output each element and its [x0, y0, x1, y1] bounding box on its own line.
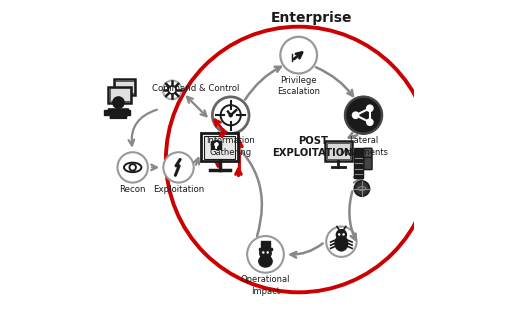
Circle shape — [343, 233, 345, 236]
Circle shape — [113, 97, 124, 108]
Circle shape — [260, 248, 271, 259]
FancyBboxPatch shape — [364, 157, 372, 170]
Text: Enterprise: Enterprise — [270, 11, 352, 25]
Circle shape — [163, 152, 194, 182]
Ellipse shape — [259, 256, 272, 267]
FancyBboxPatch shape — [354, 148, 363, 178]
Circle shape — [266, 251, 269, 254]
Circle shape — [212, 97, 249, 134]
FancyBboxPatch shape — [364, 148, 372, 157]
Circle shape — [117, 152, 148, 182]
FancyBboxPatch shape — [114, 79, 135, 95]
Ellipse shape — [124, 163, 141, 172]
FancyBboxPatch shape — [327, 143, 350, 159]
Circle shape — [345, 97, 382, 134]
Circle shape — [163, 80, 182, 100]
Polygon shape — [104, 110, 109, 115]
Polygon shape — [109, 109, 129, 118]
Circle shape — [336, 230, 347, 240]
Circle shape — [168, 86, 176, 94]
FancyBboxPatch shape — [204, 136, 236, 159]
FancyBboxPatch shape — [261, 241, 270, 248]
Circle shape — [326, 226, 356, 257]
Circle shape — [367, 105, 373, 111]
Text: Recon: Recon — [119, 185, 146, 194]
FancyBboxPatch shape — [110, 88, 130, 101]
Circle shape — [338, 233, 340, 236]
Text: Privilege
Escalation: Privilege Escalation — [277, 76, 320, 96]
Circle shape — [228, 113, 233, 117]
Circle shape — [345, 97, 382, 134]
Circle shape — [221, 105, 241, 125]
FancyBboxPatch shape — [109, 87, 131, 103]
Circle shape — [352, 112, 359, 118]
Circle shape — [281, 37, 317, 73]
Text: POST
EXPLOITATION: POST EXPLOITATION — [272, 136, 353, 158]
Text: Lateral
Movements: Lateral Movements — [339, 136, 388, 157]
Circle shape — [354, 181, 370, 196]
Polygon shape — [126, 110, 131, 115]
FancyBboxPatch shape — [259, 248, 272, 250]
FancyBboxPatch shape — [325, 141, 352, 161]
Circle shape — [247, 236, 284, 273]
Text: Information
Gathering: Information Gathering — [206, 136, 255, 157]
Circle shape — [129, 164, 136, 171]
FancyBboxPatch shape — [201, 133, 238, 161]
Circle shape — [215, 143, 218, 146]
Ellipse shape — [335, 236, 348, 251]
Text: Operational
Impact: Operational Impact — [241, 275, 290, 296]
Circle shape — [131, 166, 134, 169]
FancyBboxPatch shape — [115, 81, 134, 93]
Text: Command & Control: Command & Control — [152, 84, 240, 93]
FancyBboxPatch shape — [211, 141, 222, 150]
Circle shape — [262, 251, 265, 254]
Text: Exploitation: Exploitation — [153, 185, 204, 194]
Circle shape — [367, 119, 373, 125]
